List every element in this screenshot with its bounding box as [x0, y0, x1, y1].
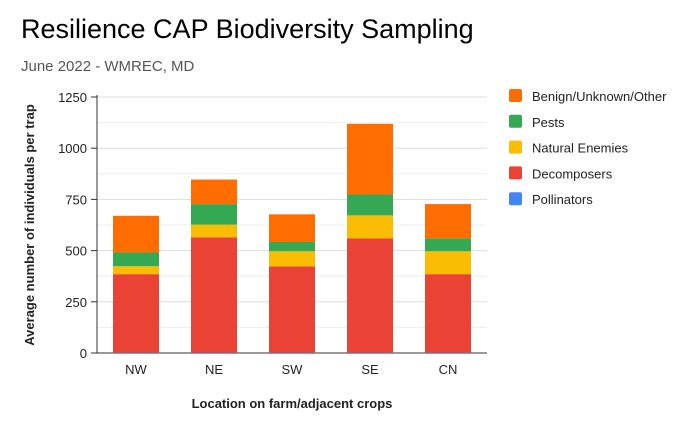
legend-label: Benign/Unknown/Other: [532, 89, 667, 104]
bar-segment-NE-benign-unknown-other: [191, 179, 237, 205]
bar-segment-NE-decomposers: [191, 237, 237, 353]
y-tick-label: 1000: [58, 141, 87, 156]
x-tick-label: NW: [125, 362, 147, 377]
legend-swatch: [509, 192, 522, 206]
x-tick-label: SW: [282, 362, 304, 377]
legend-swatch: [509, 140, 522, 154]
bar-segment-SE-benign-unknown-other: [347, 123, 393, 195]
y-tick-label: 0: [80, 346, 87, 361]
legend-label: Decomposers: [532, 166, 613, 181]
bar-segment-NE-pests: [191, 204, 237, 225]
bar-segment-NW-natural-enemies: [113, 266, 159, 275]
legend-swatch: [509, 114, 522, 128]
y-tick-label: 750: [65, 192, 87, 207]
bar-segment-SW-natural-enemies: [269, 251, 315, 267]
x-tick-label: NE: [205, 362, 223, 377]
bar-segment-SE-decomposers: [347, 238, 393, 353]
y-tick-label: 250: [65, 295, 87, 310]
legend-swatch: [509, 166, 522, 180]
bar-segment-CN-pests: [425, 238, 471, 252]
bar-segment-SW-decomposers: [269, 266, 315, 353]
bar-segment-SE-pests: [347, 194, 393, 216]
chart-subtitle: June 2022 - WMREC, MD: [21, 58, 195, 75]
bar-segment-SE-natural-enemies: [347, 215, 393, 239]
bar-segment-CN-natural-enemies: [425, 251, 471, 275]
bar-segment-SW-benign-unknown-other: [269, 214, 315, 242]
legend-label: Natural Enemies: [532, 141, 629, 156]
bar-segment-NE-natural-enemies: [191, 224, 237, 238]
y-tick-label: 1250: [58, 90, 87, 105]
x-tick-label: CN: [439, 362, 458, 377]
bar-segment-CN-decomposers: [425, 274, 471, 353]
legend-label: Pollinators: [532, 192, 593, 207]
x-tick-label: SE: [361, 362, 379, 377]
y-tick-label: 500: [65, 244, 87, 259]
bar-segment-NW-benign-unknown-other: [113, 215, 159, 253]
bar-segment-NW-decomposers: [113, 274, 159, 353]
bar-segment-SW-pests: [269, 241, 315, 252]
bar-segment-CN-benign-unknown-other: [425, 204, 471, 239]
legend-swatch: [509, 89, 522, 102]
bar-segment-NW-pests: [113, 252, 159, 267]
y-axis-title: Average number of individuals per trap: [22, 104, 37, 346]
x-axis-title: Location on farm/adjacent crops: [192, 396, 393, 411]
chart-title: Resilience CAP Biodiversity Sampling: [21, 14, 474, 44]
legend-label: Pests: [532, 115, 565, 130]
